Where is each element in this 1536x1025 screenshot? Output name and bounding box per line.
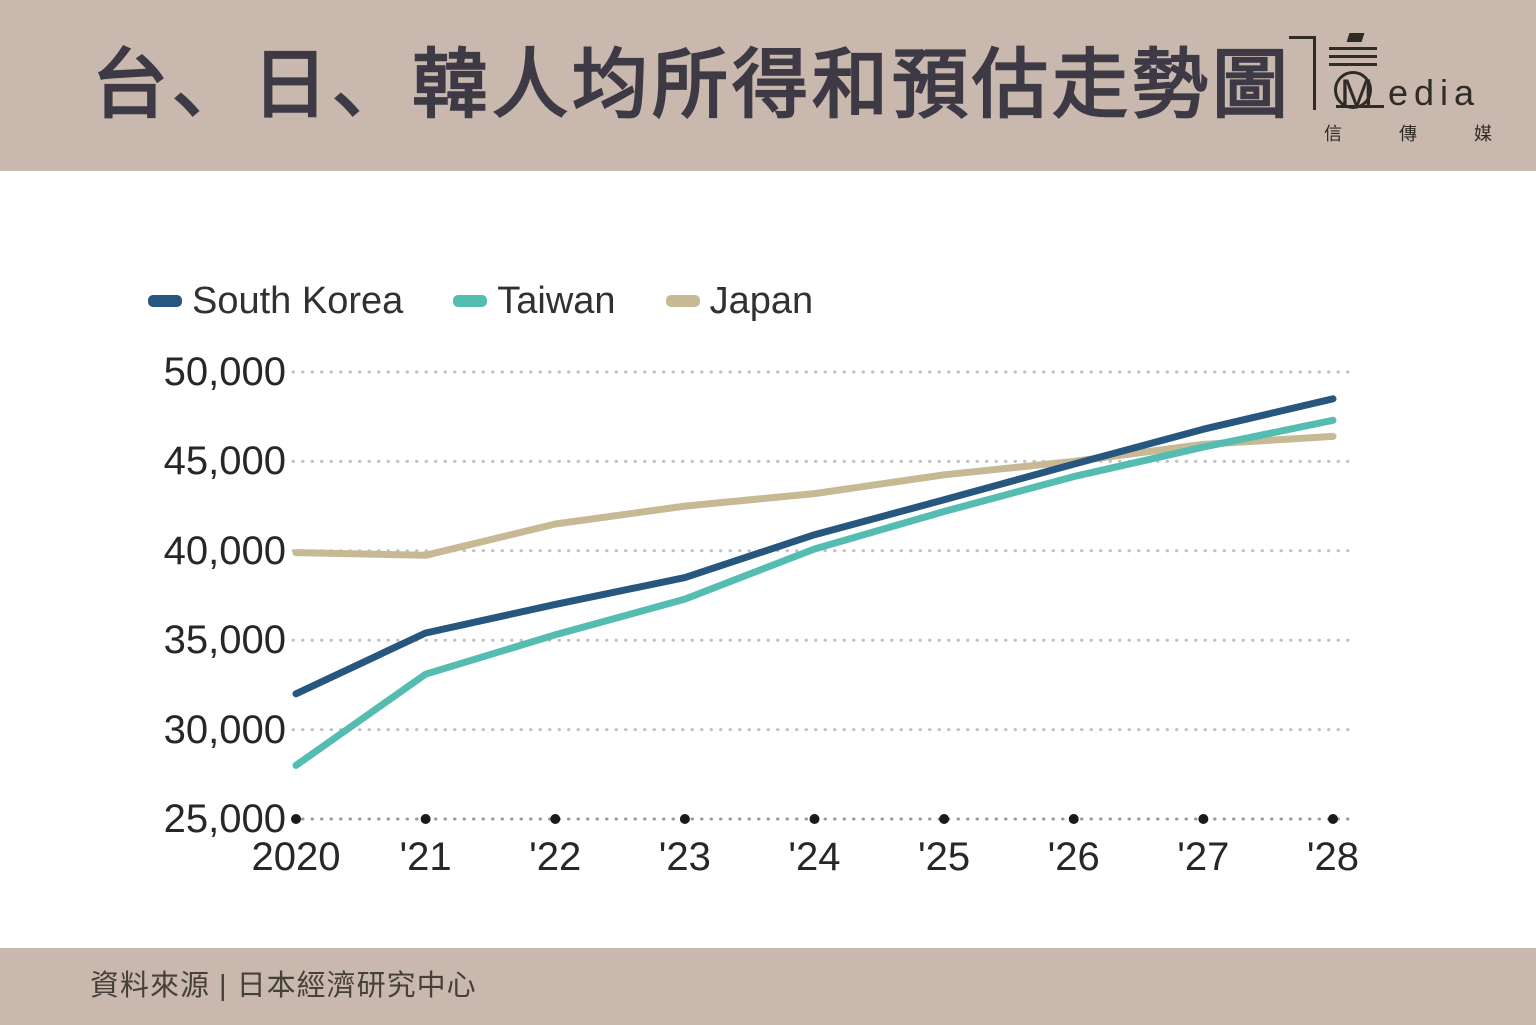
legend-label: Japan xyxy=(709,280,814,322)
logo-wordmark: edia xyxy=(1388,72,1481,113)
axis-tick-dot xyxy=(1328,814,1338,824)
logo-cjk-name: 信傳媒 xyxy=(1324,124,1536,144)
x-tick-label: '22 xyxy=(529,835,582,879)
x-tick-label: '24 xyxy=(788,835,841,879)
series-line-taiwan xyxy=(292,416,1337,769)
logo-flag-icon xyxy=(1346,33,1365,42)
y-tick-label: 35,000 xyxy=(163,618,286,663)
legend-label: Taiwan xyxy=(497,280,616,322)
legend-label: South Korea xyxy=(192,280,404,322)
y-tick-label: 40,000 xyxy=(163,528,286,573)
logo-bracket-icon xyxy=(1313,36,1316,110)
footer-band: 資料來源 | 日本經濟研究中心 xyxy=(0,948,1536,1025)
x-tick-label: '23 xyxy=(658,835,711,879)
logo-stripe-icon xyxy=(1329,63,1377,66)
legend-swatch-south-korea xyxy=(148,295,182,307)
header-band: 台、日、韓人均所得和預估走勢圖 M edia 信傳媒 xyxy=(0,0,1536,171)
series-line-south-korea xyxy=(292,395,1337,698)
axis-tick-dot xyxy=(1068,814,1079,824)
y-tick-label: 25,000 xyxy=(163,797,286,841)
axis-tick-dot xyxy=(291,814,301,824)
legend-item-taiwan: Taiwan xyxy=(453,280,616,322)
x-tick-label: '21 xyxy=(399,835,452,879)
axis-tick-dot xyxy=(939,814,950,824)
chart-legend: South Korea Taiwan Japan xyxy=(148,281,813,321)
y-tick-label: 30,000 xyxy=(163,707,286,752)
legend-swatch-japan xyxy=(665,295,700,307)
legend-item-japan: Japan xyxy=(665,280,814,322)
axis-tick-dot xyxy=(550,814,561,824)
logo-stripe-icon xyxy=(1329,55,1377,58)
axis-tick-dot xyxy=(420,814,431,824)
x-tick-label: '26 xyxy=(1047,835,1100,879)
logo-stripe-icon xyxy=(1329,47,1377,50)
logo-underline-icon xyxy=(1336,105,1384,108)
x-tick-label: '28 xyxy=(1306,835,1360,879)
logo-bracket-icon xyxy=(1289,36,1316,39)
source-note: 資料來源 | 日本經濟研究中心 xyxy=(90,970,477,1002)
y-tick-label: 50,000 xyxy=(163,350,286,394)
x-tick-label: 2020 xyxy=(251,835,341,879)
logo-monogram: M xyxy=(1340,72,1374,116)
x-tick-label: '27 xyxy=(1177,835,1230,879)
legend-swatch-taiwan xyxy=(453,295,488,307)
series-line-japan xyxy=(292,432,1337,559)
page-title: 台、日、韓人均所得和預估走勢圖 xyxy=(92,43,1292,128)
axis-tick-dot xyxy=(679,814,690,824)
legend-item-south-korea: South Korea xyxy=(148,282,403,320)
axis-tick-dot xyxy=(1198,814,1209,824)
cmedia-logo: M edia 信傳媒 xyxy=(1280,0,1536,171)
y-tick-label: 45,000 xyxy=(163,439,286,484)
x-tick-label: '25 xyxy=(918,835,971,879)
axis-tick-dot xyxy=(809,814,820,824)
